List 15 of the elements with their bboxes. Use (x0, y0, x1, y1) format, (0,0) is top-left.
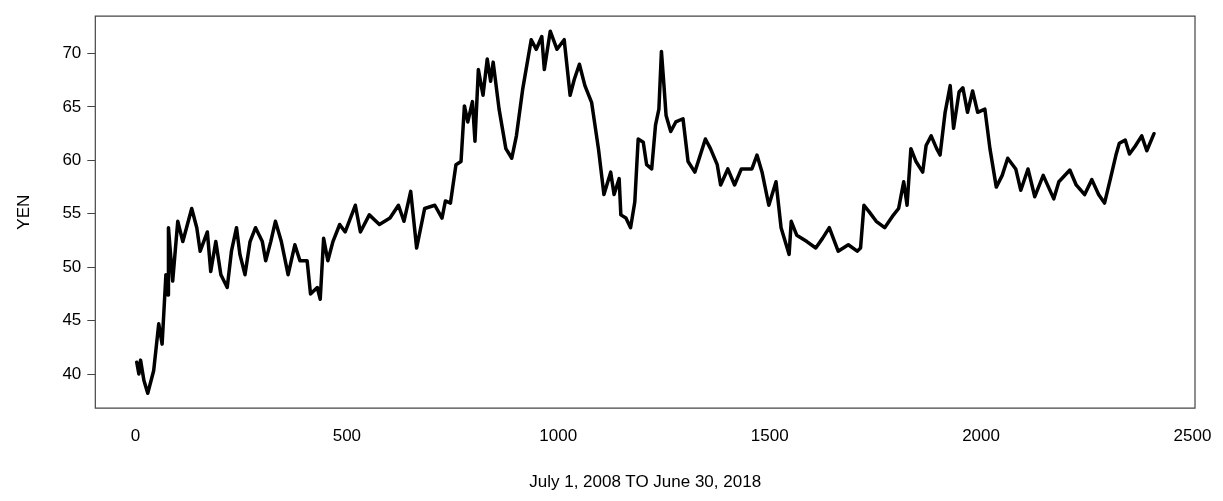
x-tick-label: 2500 (1173, 426, 1212, 446)
y-tick-label: 60 (62, 150, 82, 170)
x-tick-label: 1000 (539, 426, 578, 446)
y-tick-label: 50 (62, 256, 82, 276)
x-tick-label: 500 (332, 426, 362, 446)
x-tick-label: 1500 (750, 426, 789, 446)
y-tick-label: 45 (62, 310, 82, 330)
y-tick-label: 65 (62, 96, 82, 116)
y-axis-title: YEN (13, 194, 33, 230)
x-tick-label: 0 (130, 426, 141, 446)
y-tick-label: 55 (62, 203, 82, 223)
x-axis-title: July 1, 2008 TO June 30, 2018 (529, 472, 762, 492)
x-tick-label: 2000 (962, 426, 1000, 446)
y-tick-label: 70 (62, 43, 82, 63)
y-tick-label: 40 (62, 363, 82, 383)
